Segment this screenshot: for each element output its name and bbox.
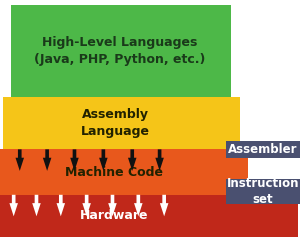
Polygon shape bbox=[160, 195, 168, 216]
Polygon shape bbox=[108, 195, 117, 216]
Polygon shape bbox=[70, 149, 79, 171]
FancyBboxPatch shape bbox=[0, 149, 248, 195]
Polygon shape bbox=[16, 149, 24, 171]
FancyBboxPatch shape bbox=[0, 195, 298, 237]
Polygon shape bbox=[57, 195, 65, 216]
Text: High-Level Languages
(Java, PHP, Python, etc.): High-Level Languages (Java, PHP, Python,… bbox=[34, 36, 205, 65]
FancyBboxPatch shape bbox=[11, 5, 231, 97]
Polygon shape bbox=[99, 149, 108, 171]
Polygon shape bbox=[43, 149, 51, 171]
FancyBboxPatch shape bbox=[3, 97, 240, 149]
Text: Machine Code: Machine Code bbox=[65, 166, 163, 179]
FancyBboxPatch shape bbox=[226, 179, 300, 204]
Polygon shape bbox=[32, 195, 41, 216]
Polygon shape bbox=[134, 195, 143, 216]
Text: Assembler: Assembler bbox=[228, 143, 298, 156]
Polygon shape bbox=[82, 195, 91, 216]
Text: Instruction
set: Instruction set bbox=[226, 177, 299, 206]
Text: Hardware: Hardware bbox=[80, 209, 148, 222]
FancyBboxPatch shape bbox=[226, 141, 300, 158]
Polygon shape bbox=[128, 149, 136, 171]
Polygon shape bbox=[155, 149, 164, 171]
Text: Assembly
Language: Assembly Language bbox=[81, 108, 150, 138]
Polygon shape bbox=[9, 195, 18, 216]
